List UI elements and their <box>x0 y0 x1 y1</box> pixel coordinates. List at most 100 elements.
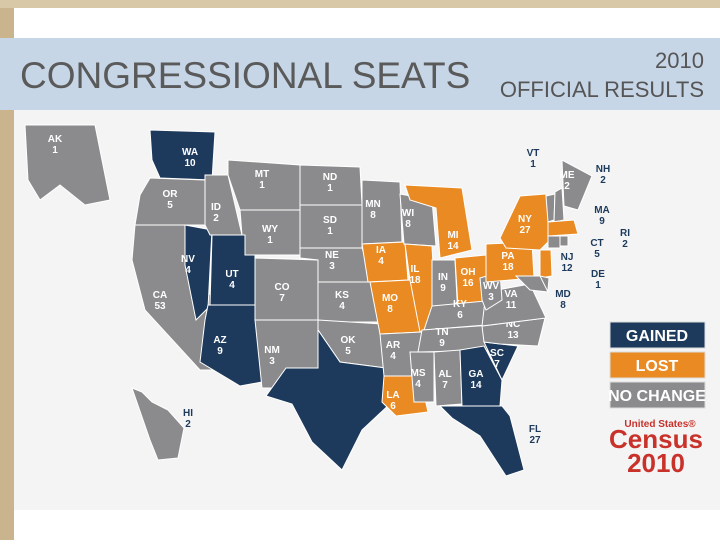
state-abbr: OR <box>163 189 179 200</box>
state <box>547 235 561 249</box>
state-seats: 1 <box>52 145 58 156</box>
logo-line: 2010 <box>627 448 685 478</box>
state-abbr: CO <box>275 282 290 293</box>
state <box>438 405 525 477</box>
state-seats: 13 <box>507 330 519 341</box>
state-abbr: TN <box>435 327 448 338</box>
state-seats: 4 <box>185 265 191 276</box>
state <box>409 351 435 403</box>
state-abbr: SD <box>323 215 337 226</box>
state-abbr: ME <box>560 170 575 181</box>
state <box>553 187 565 223</box>
state-seats: 1 <box>327 183 333 194</box>
state-abbr: WV <box>483 281 499 292</box>
state <box>265 328 393 471</box>
state-seats: 9 <box>599 216 605 227</box>
state-seats: 8 <box>370 210 376 221</box>
state-abbr: NM <box>264 345 280 356</box>
state-seats: 3 <box>488 292 494 303</box>
state-seats: 9 <box>440 283 446 294</box>
year: 2010 <box>655 48 704 73</box>
state-seats: 14 <box>447 241 459 252</box>
legend-label: NO CHANGE <box>608 388 706 405</box>
state-abbr: FL <box>529 424 541 435</box>
state-abbr: MS <box>411 368 426 379</box>
state-seats: 7 <box>279 293 285 304</box>
state-seats: 3 <box>269 356 275 367</box>
logo-line: United States® <box>624 419 696 430</box>
state-abbr: IN <box>438 272 448 283</box>
map: AK1 WA10OR5CA53NV4ID2MT1WY1UT4AZ9CO7NM3ND… <box>24 124 630 477</box>
state-seats: 1 <box>267 235 273 246</box>
state-abbr: TX <box>327 385 340 396</box>
state-seats: 18 <box>409 275 421 286</box>
state-abbr: WA <box>182 147 198 158</box>
logo-line: Census <box>609 424 703 454</box>
state <box>317 281 379 323</box>
state-seats: 12 <box>561 263 573 274</box>
state-abbr: NH <box>596 164 610 175</box>
state-seats: 36 <box>327 396 339 407</box>
state-seats: 10 <box>184 158 196 169</box>
legend-label: GAINED <box>626 328 688 345</box>
state-seats: 2 <box>622 239 628 250</box>
state <box>459 345 503 407</box>
state <box>361 179 403 245</box>
subtitle: OFFICIAL RESULTS <box>500 77 704 102</box>
state-abbr: WI <box>402 208 414 219</box>
state-abbr: KS <box>335 290 349 301</box>
state-abbr: ND <box>323 172 337 183</box>
state-abbr: RI <box>620 228 630 239</box>
legend-swatch <box>609 381 706 409</box>
state-abbr: AR <box>386 340 401 351</box>
state <box>559 235 569 247</box>
state-abbr: PA <box>501 251 514 262</box>
state-abbr: VA <box>504 289 517 300</box>
legend-swatch <box>609 351 706 379</box>
state-seats: 16 <box>462 278 474 289</box>
state-abbr: MD <box>555 289 571 300</box>
state-seats: 4 <box>339 301 345 312</box>
state-seats: 2 <box>213 213 219 224</box>
state-seats: 7 <box>442 380 448 391</box>
state-seats: 2 <box>185 419 191 430</box>
state-abbr: IA <box>376 245 386 256</box>
state-seats: 2 <box>564 181 570 192</box>
state-seats: 5 <box>167 200 173 211</box>
state-seats: 27 <box>529 435 541 446</box>
state <box>561 159 593 211</box>
legend: GAINED LOST NO CHANGE <box>608 321 706 409</box>
state-abbr: MN <box>365 199 381 210</box>
state-abbr: MI <box>447 230 458 241</box>
census-logo: United States® Census 2010 <box>609 419 703 478</box>
state-seats: 8 <box>405 219 411 230</box>
state <box>404 184 473 259</box>
state-abbr: UT <box>225 269 238 280</box>
state-seats: 3 <box>329 261 335 272</box>
state <box>24 124 111 206</box>
header-band <box>0 38 720 110</box>
state-abbr: NV <box>181 254 195 265</box>
state-abbr: MO <box>382 293 398 304</box>
state-abbr: OK <box>341 335 357 346</box>
state-abbr: MT <box>255 169 269 180</box>
state-abbr: AL <box>438 369 451 380</box>
state-seats: 7 <box>494 359 500 370</box>
state-abbr: ID <box>211 202 221 213</box>
state-abbr: LA <box>386 390 399 401</box>
state-seats: 9 <box>217 346 223 357</box>
state-abbr: NC <box>506 319 520 330</box>
state-seats: 6 <box>457 310 463 321</box>
top-border <box>0 0 720 8</box>
state-seats: 8 <box>560 300 566 311</box>
state-abbr: MA <box>594 205 610 216</box>
legend-swatch <box>609 321 706 349</box>
state-seats: 1 <box>595 280 601 291</box>
state-abbr: IL <box>411 264 420 275</box>
state-abbr: CT <box>590 238 603 249</box>
state-seats: 14 <box>470 380 482 391</box>
left-border <box>0 0 14 540</box>
state-abbr: DE <box>591 269 605 280</box>
state-seats: 1 <box>530 159 536 170</box>
